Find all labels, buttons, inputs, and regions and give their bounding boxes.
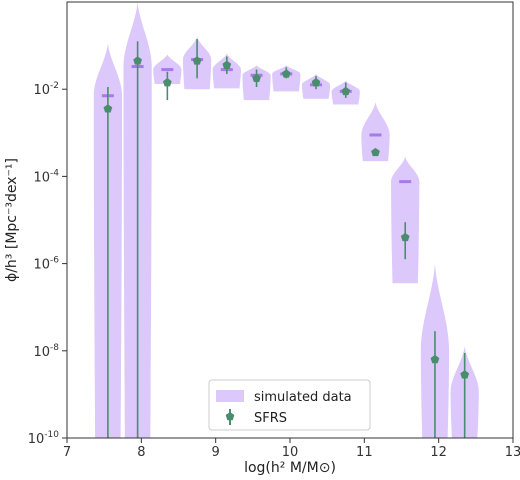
sfrs-point-10 xyxy=(400,232,410,242)
y-tick-label-4: 10-2 xyxy=(33,81,59,98)
sfrs-point-5 xyxy=(252,73,261,83)
legend-box xyxy=(208,379,371,431)
y-tick-label-2: 10-6 xyxy=(33,256,59,273)
sfrs-point-4 xyxy=(222,60,232,69)
plot-area xyxy=(93,2,479,439)
sfrs-point-1 xyxy=(133,56,142,65)
legend-swatch-sfrs-marker xyxy=(225,412,235,421)
x-axis-label: log(h² M/M⊙) xyxy=(244,460,336,476)
legend: simulated data SFRS xyxy=(208,379,371,431)
sfrs-point-2 xyxy=(162,78,172,87)
y-axis-label: ϕ/h³ [Mpc⁻³dex⁻¹] xyxy=(4,158,20,282)
violin-10 xyxy=(391,156,420,284)
sfrs-point-7 xyxy=(311,78,321,87)
x-tick-label-1: 8 xyxy=(137,445,145,460)
x-tick-label-3: 10 xyxy=(282,445,299,460)
x-tick-label-2: 9 xyxy=(212,445,220,460)
x-tick-label-0: 7 xyxy=(63,445,71,460)
sfrs-point-8 xyxy=(341,86,351,96)
y-tick-label-1: 10-8 xyxy=(33,343,59,360)
sfrs-point-3 xyxy=(192,56,202,65)
y-axis: 10-10 10-8 10-6 10-4 10-2 xyxy=(28,81,67,447)
legend-swatch-simulated xyxy=(216,390,244,402)
sfrs-point-0 xyxy=(103,104,113,113)
legend-label-sfrs: SFRS xyxy=(254,411,287,426)
x-tick-label-5: 12 xyxy=(430,445,447,460)
y-tick-label-3: 10-4 xyxy=(33,168,59,185)
x-tick-label-6: 13 xyxy=(505,445,520,460)
violin-9 xyxy=(361,102,390,162)
sfrs-point-11 xyxy=(430,354,440,364)
sfrs-point-12 xyxy=(460,370,470,379)
y-tick-label-0: 10-10 xyxy=(28,430,60,447)
sfrs-point-9 xyxy=(371,147,380,157)
x-axis: 7 8 9 10 11 12 13 xyxy=(63,438,520,460)
sfrs-point-6 xyxy=(281,69,291,78)
legend-label-simulated: simulated data xyxy=(254,390,352,405)
x-tick-label-4: 11 xyxy=(356,445,373,460)
